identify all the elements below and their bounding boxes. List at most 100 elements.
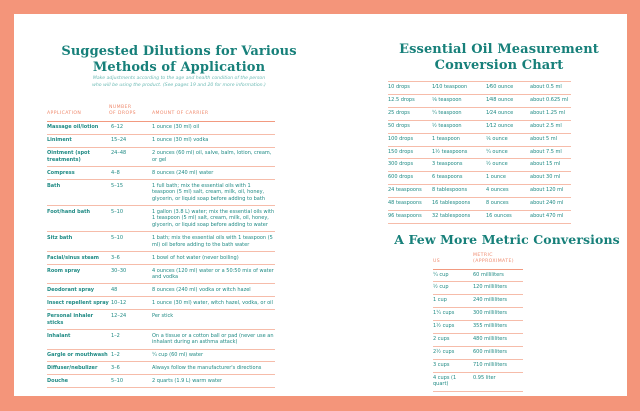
cell-carrier: 1 ounce (30 ml) vodka [152,134,275,148]
cell-carrier: 1 bowl of hot water (never boiling) [152,251,275,265]
table-row: Douche 5–10 2 quarts (1.9 L) warm water [47,374,275,389]
book-spread: Suggested Dilutions for Various Methods … [14,14,627,396]
header-carrier: AMOUNT OF CARRIER [152,102,275,122]
cell-drops: 4–8 [109,166,152,181]
table-row: Room spray 30–30 4 ounces (120 ml) water o… [47,264,275,285]
cell-ounces: 1⁄48 ounce [486,94,530,108]
cell-application: Massage oil/lotion [47,121,109,135]
cell-drops: 30–30 [109,264,152,285]
table-row: 12.5 drops ⅛ teaspoon 1⁄48 ounce about 0.62… [388,94,571,108]
cell-ounces: ¼ ounce [486,146,530,160]
cell-us: ½ cup [433,281,473,296]
cell-teaspoons: ½ teaspoon [432,120,486,134]
cell-teaspoons: 3 teaspoons [432,158,486,173]
cell-carrier: 4 ounces (120 ml) water or a 50:50 mix o… [152,264,275,285]
cell-drops: 48 [109,283,152,298]
cell-ml: about 470 ml [530,210,571,224]
table-row: 24 teaspoons 8 tablespoons 4 ounces about 1… [388,184,571,199]
cell-drops: 5–10 [109,205,152,233]
cell-carrier: 8 ounces (240 ml) water [152,166,275,181]
table-row: 1¼ cups 300 milliliters [433,307,523,322]
table-row: Ointment (spot treatments) 24–48 2 ounces … [47,147,275,168]
cell-application: Facial/sinus steam [47,251,109,265]
table-row: 300 drops 3 teaspoons ½ ounce about 15 ml [388,158,571,173]
table-row: 10 drops 1⁄10 teaspoon 1⁄60 ounce about 0.5… [388,81,571,95]
subtitle-line: Make adjustments according to the age an… [92,76,266,81]
cell-ml: about 5 ml [530,133,571,147]
cell-drops: 1–2 [109,349,152,363]
cell-application: Ointment (spot treatments) [47,147,109,168]
cell-ounces: ½ ounce [486,158,530,173]
cell-teaspoons: ⅛ teaspoon [432,94,486,108]
table-row: 2 cups 480 milliliters [433,333,523,347]
cell-metric: 0.95 liter [473,372,523,392]
table-row: Foot/hand bath 5–10 1 gallon (3.8 L) water… [47,205,275,233]
header-line: METRIC [473,252,493,258]
cell-metric: 710 milliliters [473,359,523,373]
cell-application: Gargle or mouthwash [47,349,109,363]
cell-application: Inhalant [47,329,109,350]
table-row: 1½ cups 355 milliliters [433,320,523,335]
cell-drops: 50 drops [388,120,432,134]
table-row: 3 cups 710 milliliters [433,359,523,373]
cell-ml: about 2.5 ml [530,120,571,134]
cell-metric: 480 milliliters [473,333,523,347]
cell-application: Liniment [47,134,109,148]
cell-carrier: 8 ounces (240 ml) vodka or witch hazel [152,283,275,298]
table-row: 25 drops ¼ teaspoon 1⁄24 ounce about 1.25 m… [388,107,571,121]
cell-application: Personal inhaler sticks [47,309,109,330]
cell-carrier: Always follow the manufacturer's directi… [152,361,275,376]
metric-table: US METRIC (APPROXIMATE) ¼ cup 60 millilite… [433,250,523,392]
cell-carrier: 1 ounce (30 ml) oil [152,121,275,135]
cell-ounces: 1⁄24 ounce [486,107,530,121]
table-header: US METRIC (APPROXIMATE) [433,250,523,270]
cell-carrier: ¼ cup (60 ml) water [152,349,275,363]
title-line: Essential Oil Measurement [399,42,599,57]
cell-ounces: ⅙ ounce [486,133,530,147]
cell-application: Sitz bath [47,231,109,252]
cell-us: 3 cups [433,359,473,373]
table-row: 50 drops ½ teaspoon 1⁄12 ounce about 2.5 ml [388,120,571,134]
table-row: 600 drops 6 teaspoons 1 ounce about 30 ml [388,171,571,186]
table-row: 4 cups (1 quart) 0.95 liter [433,372,523,392]
cell-ml: about 120 ml [530,184,571,199]
cell-carrier: 1 bath; mix the essential oils with 1 te… [152,231,275,252]
cell-application: Douche [47,374,109,389]
cell-drops: 5–15 [109,179,152,207]
cell-ounces: 4 ounces [486,184,530,199]
table-row: ½ cup 120 milliliters [433,281,523,296]
cell-teaspoons: 8 tablespoons [432,184,486,199]
cell-teaspoons: 1 teaspoon [432,133,486,147]
cell-metric: 120 milliliters [473,281,523,296]
table-row: Liniment 15–24 1 ounce (30 ml) vodka [47,134,275,148]
cell-carrier: On a tissue or a cotton ball or pad (nev… [152,329,275,350]
cell-us: 1 cup [433,294,473,309]
cell-application: Deodorant spray [47,283,109,298]
conversion-table: 10 drops 1⁄10 teaspoon 1⁄60 ounce about 0.5… [388,81,571,224]
header-line: (APPROXIMATE) [473,259,514,265]
cell-ml: about 7.5 ml [530,146,571,160]
title-line: Conversion Chart [434,58,564,73]
cell-drops: 48 teaspoons [388,197,432,212]
cell-drops: 150 drops [388,146,432,160]
cell-application: Insect repellent spray [47,296,109,311]
cell-metric: 60 milliliters [473,269,523,283]
cell-drops: 5–10 [109,374,152,389]
cell-application: Diffuser/nebulizer [47,361,109,376]
cell-drops: 12.5 drops [388,94,432,108]
cell-drops: 24–48 [109,147,152,168]
table-row: Deodorant spray 48 8 ounces (240 ml) vodka… [47,283,275,298]
metric-title: A Few More Metric Conversions [394,232,620,247]
cell-ounces: 16 ounces [486,210,530,224]
table-row: Insect repellent spray 10–12 1 ounce (30 m… [47,296,275,311]
cell-ounces: 8 ounces [486,197,530,212]
cell-carrier: Per stick [152,309,275,330]
cell-application: Room spray [47,264,109,285]
cell-us: 2½ cups [433,346,473,360]
cell-application: Foot/hand bath [47,205,109,233]
table-row: Bath 5–15 1 full bath; mix the essential o… [47,179,275,207]
table-row: Massage oil/lotion 6–12 1 ounce (30 ml) oi… [47,121,275,135]
dilutions-title: Suggested Dilutions for Various Methods … [34,44,324,76]
cell-drops: 600 drops [388,171,432,186]
cell-carrier: 1 ounce (30 ml) water, witch hazel, vodk… [152,296,275,311]
